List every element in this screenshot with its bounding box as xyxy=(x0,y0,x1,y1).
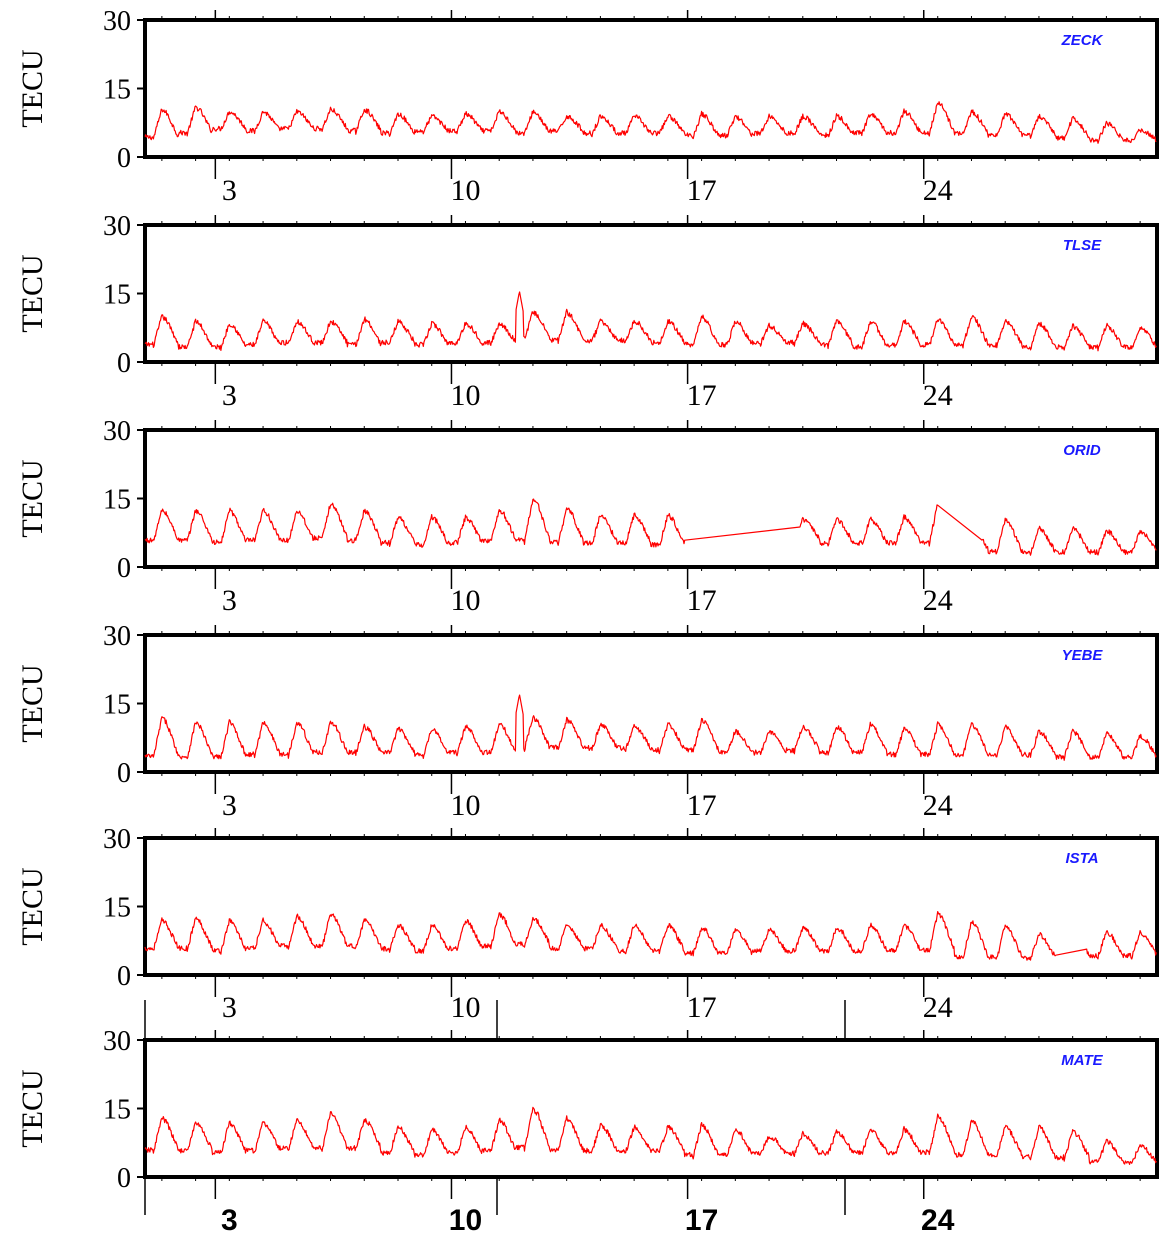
x-tick-label: 24 xyxy=(923,991,953,1024)
plot-frame xyxy=(143,223,1159,364)
x-tick-label: 10 xyxy=(450,789,480,822)
station-label: MATE xyxy=(1061,1052,1103,1069)
x-tick-label: 10 xyxy=(450,174,480,207)
y-tick-label: 0 xyxy=(117,1163,131,1194)
x-tick-label: 10 xyxy=(449,1204,482,1236)
panel-yebe: TECU 0 15 30 3 10 17 24 YEBE xyxy=(16,621,1159,822)
x-tick-label: 17 xyxy=(687,379,717,412)
y-tick-label: 0 xyxy=(117,553,131,584)
tec-series-line xyxy=(144,498,1157,556)
panel-zeck: TECU 0 15 30 3 10 17 24 ZECK xyxy=(16,6,1159,207)
y-tick-label: 30 xyxy=(103,824,131,855)
y-tick-label: 15 xyxy=(103,690,131,721)
x-tick-label: 17 xyxy=(687,584,717,617)
y-axis-label: TECU xyxy=(16,459,49,538)
plot-frame xyxy=(143,428,1159,569)
y-tick-label: 15 xyxy=(103,485,131,516)
plot-frame xyxy=(143,633,1159,774)
x-tick-label: 3 xyxy=(222,174,237,207)
x-tick-label: 10 xyxy=(450,379,480,412)
station-label: ISTA xyxy=(1065,850,1098,867)
station-label: ORID xyxy=(1063,442,1101,459)
x-tick-label: 24 xyxy=(923,789,953,822)
y-tick-label: 0 xyxy=(117,961,131,992)
x-tick-label: 17 xyxy=(685,1204,718,1236)
tec-series-line xyxy=(144,1106,1157,1165)
y-tick-label: 15 xyxy=(103,280,131,311)
station-label: ZECK xyxy=(1061,32,1104,49)
plot-frame xyxy=(143,836,1159,977)
plot-frame xyxy=(143,18,1159,159)
tec-series-line xyxy=(144,911,1157,961)
plot-frame xyxy=(143,1038,1159,1179)
x-tick-label: 10 xyxy=(450,991,480,1024)
tec-series-line xyxy=(144,101,1157,144)
x-tick-label: 3 xyxy=(221,1204,238,1236)
x-tick-label: 3 xyxy=(222,991,237,1024)
x-tick-label: 17 xyxy=(687,174,717,207)
x-tick-label: 10 xyxy=(450,584,480,617)
y-axis-label: TECU xyxy=(16,254,49,333)
x-tick-label: 24 xyxy=(923,379,953,412)
y-tick-label: 30 xyxy=(103,621,131,652)
y-tick-label: 30 xyxy=(103,416,131,447)
x-tick-label: 24 xyxy=(923,584,953,617)
x-tick-label: 24 xyxy=(921,1204,955,1236)
panel-tlse: TECU 0 15 30 3 10 17 24 TLSE xyxy=(16,211,1159,412)
y-tick-label: 0 xyxy=(117,143,131,174)
x-tick-label: 17 xyxy=(687,991,717,1024)
panel-ista: TECU 0 15 30 3 10 17 24 ISTA xyxy=(16,824,1159,1024)
y-tick-label: 30 xyxy=(103,1026,131,1057)
x-tick-label: 3 xyxy=(222,379,237,412)
tec-series-line xyxy=(144,291,1157,352)
y-tick-label: 30 xyxy=(103,211,131,242)
y-axis-label: TECU xyxy=(16,1069,49,1148)
station-label: YEBE xyxy=(1062,647,1104,664)
x-tick-label: 17 xyxy=(687,789,717,822)
panel-orid: TECU 0 15 30 3 10 17 24 ORID xyxy=(16,416,1159,617)
y-axis-label: TECU xyxy=(16,867,49,946)
x-tick-label: 3 xyxy=(222,584,237,617)
y-axis-label: TECU xyxy=(16,664,49,743)
y-axis-label: TECU xyxy=(16,49,49,128)
y-tick-label: 0 xyxy=(117,348,131,379)
y-tick-label: 0 xyxy=(117,758,131,789)
x-tick-label: 3 xyxy=(222,789,237,822)
y-tick-label: 15 xyxy=(103,1095,131,1126)
y-tick-label: 30 xyxy=(103,6,131,37)
tec-series-line xyxy=(144,694,1157,761)
station-label: TLSE xyxy=(1063,237,1102,254)
y-tick-label: 15 xyxy=(103,893,131,924)
panel-mate: TECU 0 15 30 3 10 17 24 MATE xyxy=(16,1026,1159,1236)
y-tick-label: 15 xyxy=(103,75,131,106)
x-tick-label: 24 xyxy=(923,174,953,207)
